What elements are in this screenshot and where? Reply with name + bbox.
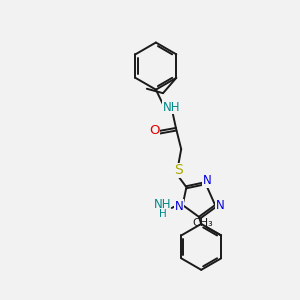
Text: O: O	[149, 124, 160, 137]
Text: NH: NH	[154, 198, 172, 211]
Text: N: N	[202, 174, 211, 187]
Text: N: N	[175, 200, 184, 213]
Text: H: H	[159, 209, 167, 220]
Text: NH: NH	[163, 101, 180, 114]
Text: S: S	[174, 163, 183, 177]
Text: CH₃: CH₃	[193, 218, 213, 228]
Text: N: N	[216, 199, 225, 212]
